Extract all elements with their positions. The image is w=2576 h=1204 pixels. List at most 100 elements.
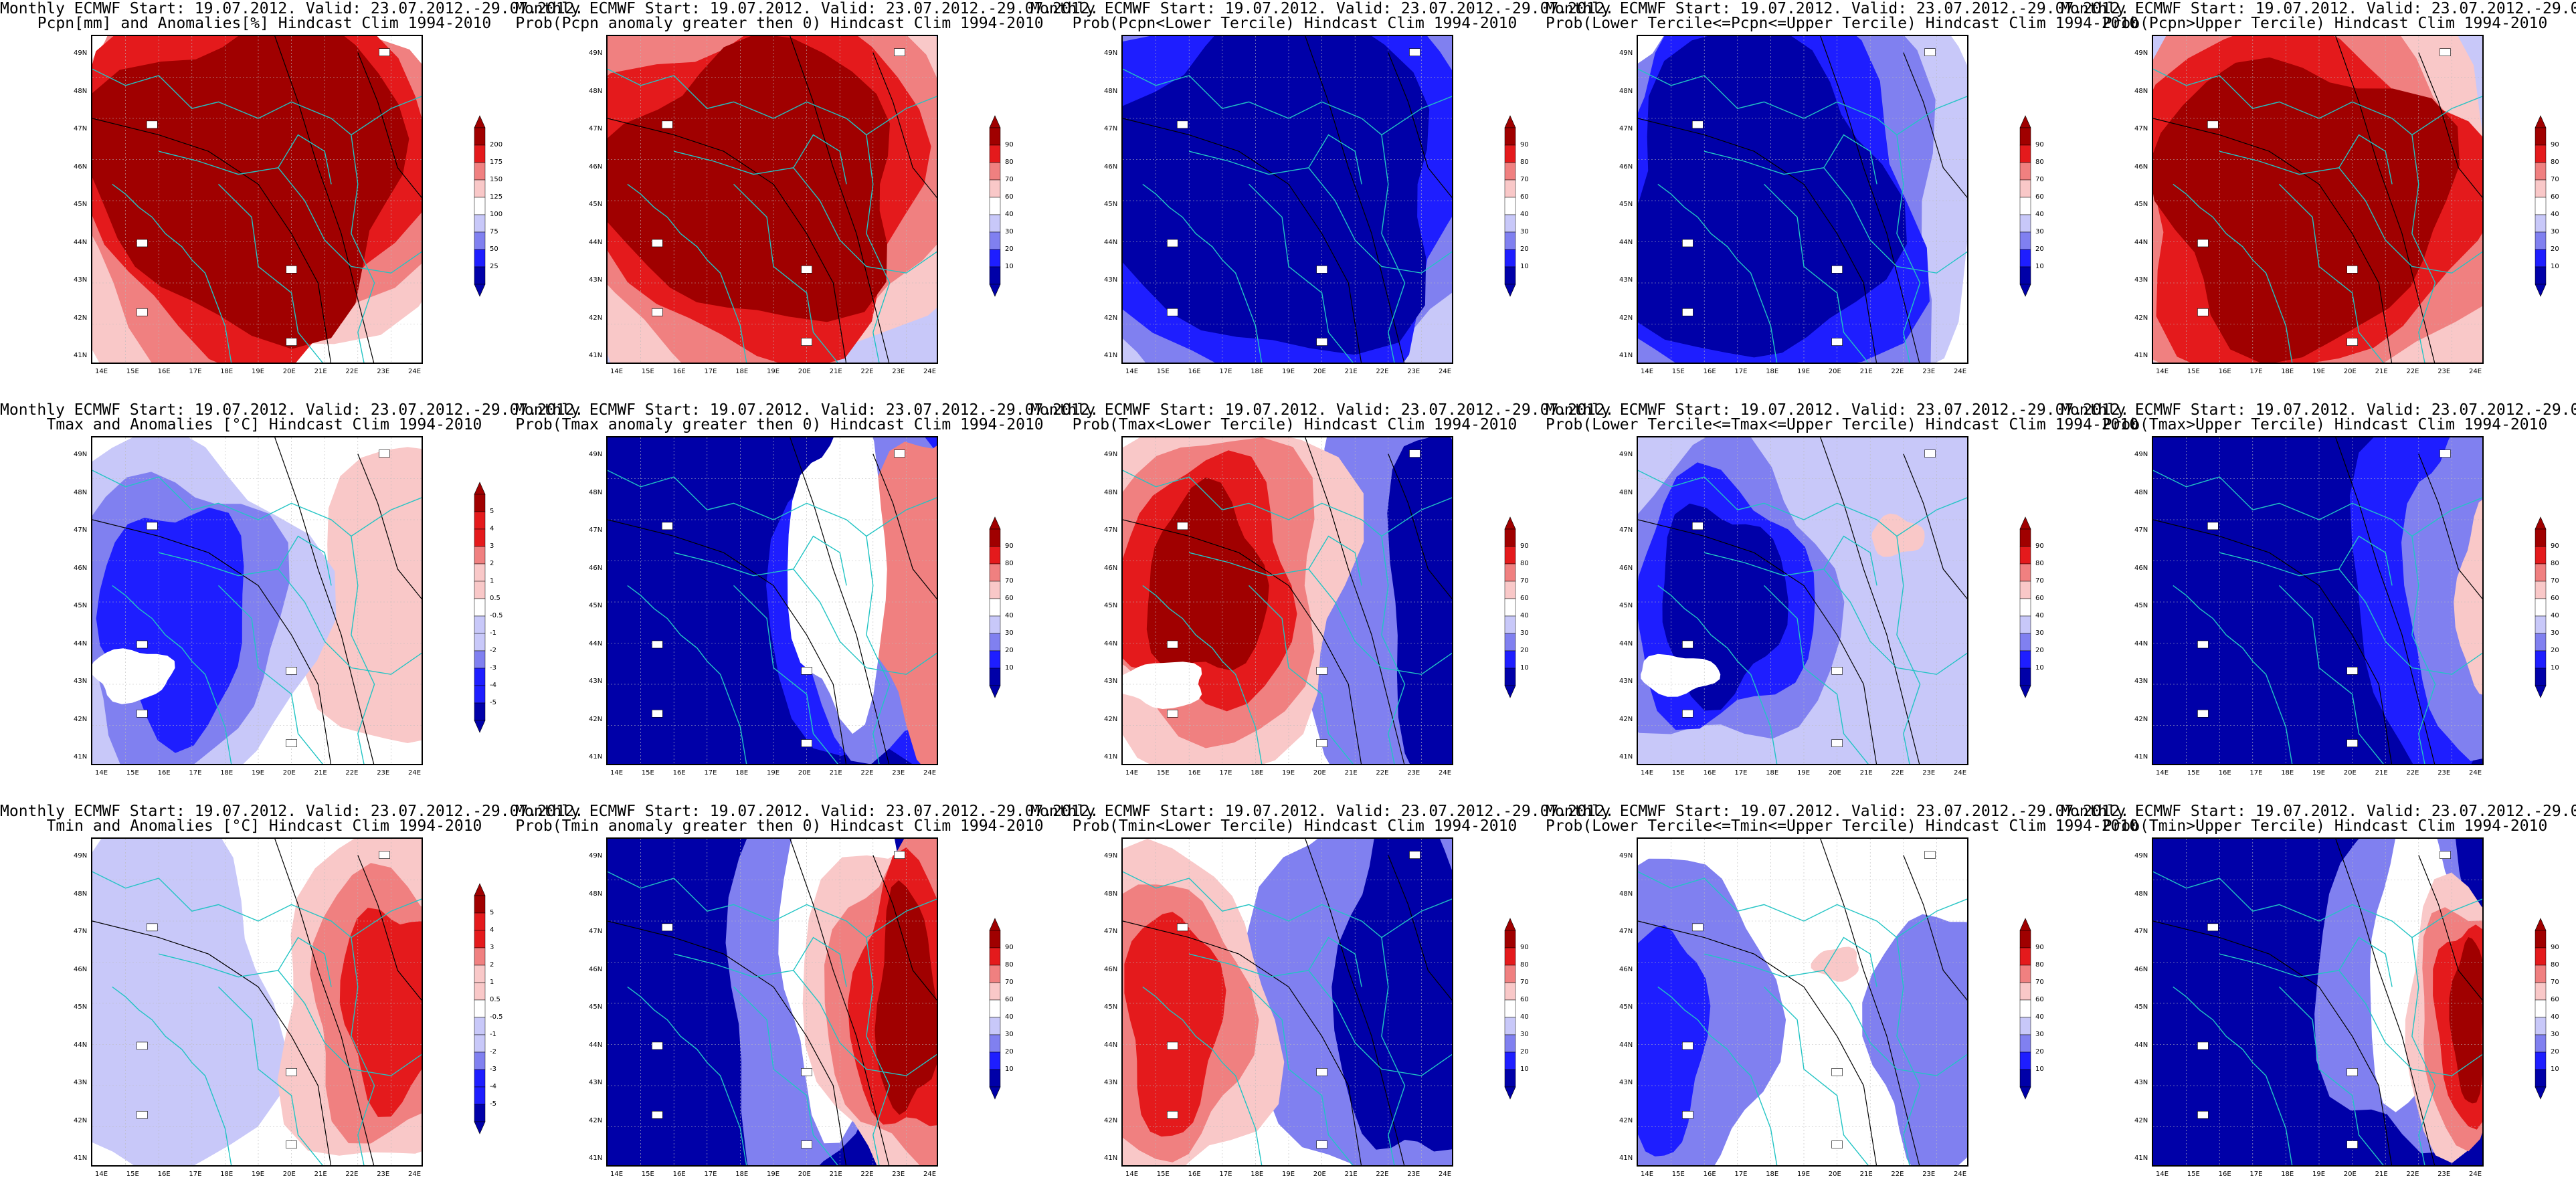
colorbar-tick-label: 60 [2551,595,2559,602]
lon-tick-label: 14E [610,1171,624,1178]
coastline [2219,552,2482,675]
coastline [674,150,937,274]
field-shade-3 [339,908,422,1117]
colorbar-tick-label: 30 [1005,228,1014,235]
colorbar-tick-label: -1 [490,1031,496,1038]
coastline [1704,150,1967,274]
lat-tick-label: 46N [74,965,88,973]
lat-tick-label: 42N [74,715,88,723]
colorbar-top-arrow [474,482,486,495]
lat-tick-label: 47N [1104,125,1118,132]
colorbar-segment [474,1051,486,1070]
lon-tick-label: 20E [1828,368,1841,375]
contour-label-box [1831,1068,1843,1076]
colorbar-tick-label: -4 [490,682,496,689]
lon-tick-label: 20E [1828,769,1841,777]
contour-line [872,454,937,599]
colorbar-tick-label: 4 [490,525,494,532]
contour-label-box [1691,923,1704,932]
lat-tick-label: 48N [2134,488,2148,496]
lon-tick-label: 21E [1859,368,1873,375]
lat-tick-label: 42N [1104,1116,1118,1124]
colorbar-segment [1504,999,1516,1018]
contour-label-box [2207,923,2219,932]
coastline [627,183,747,363]
colorbar-tick-label: 5 [490,508,494,515]
lon-tick-label: 14E [1641,769,1654,777]
contour-line [608,920,847,1165]
coastline [1308,134,1362,185]
lon-tick-label: 20E [1828,1171,1841,1178]
lon-tick-label: 17E [1734,769,1748,777]
colorbar-tick-label: 90 [2035,944,2044,951]
colorbar-segment [989,982,1001,1001]
lat-tick-label: 43N [1104,1079,1118,1086]
field-shade-3 [788,437,887,734]
colorbar [474,482,486,733]
colorbar-tick-label: 80 [1005,159,1014,166]
colorbar-tick-label: 60 [1520,595,1529,602]
colorbar-segment [474,965,486,983]
contour-label-box [1924,851,1936,859]
lat-tick-label: 43N [1619,1079,1633,1086]
colorbar-tick-label: 70 [1005,979,1014,986]
colorbar-tick-label: 10 [1005,664,1014,672]
lat-tick-label: 46N [1104,564,1118,572]
contour-label-box [2197,1041,2209,1050]
colorbar-bottom-arrow [2535,284,2547,297]
colorbar-tick-label: 20 [2035,647,2044,654]
lat-tick-label: 44N [589,639,603,647]
colorbar-segment [1504,231,1516,250]
colorbar-tick-label: 80 [1520,560,1529,567]
lat-tick-label: 45N [589,602,603,609]
contour-label-box [1176,923,1188,932]
contour-label-box [801,1140,812,1148]
lat-tick-label: 47N [1619,526,1633,534]
colorbar-segment [474,214,486,233]
contour-label-box [1409,851,1420,859]
colorbar-tick-label: 90 [1005,141,1014,148]
colorbar-tick-label: 70 [2035,176,2044,183]
contour-label-box [1167,1041,1178,1050]
lat-tick-label: 47N [1104,526,1118,534]
contour-label-box [2347,739,2358,747]
colorbar-segment [2535,162,2547,181]
colorbar-segment [2535,633,2547,651]
contour-label-box [1316,739,1327,747]
lat-tick-label: 45N [2134,602,2148,609]
colorbar-segment [1504,197,1516,215]
lon-tick-label: 17E [1734,1171,1748,1178]
lon-tick-label: 24E [2469,368,2482,375]
contour-label-box [1682,239,1693,247]
colorbar-tick-label: 70 [2035,577,2044,585]
lon-tick-label: 14E [2156,1171,2169,1178]
coastline [278,134,332,185]
lat-tick-label: 43N [2134,1079,2148,1086]
lon-tick-label: 23E [2437,769,2451,777]
colorbar-tick-label: 3 [490,542,494,550]
contour-label-box [2440,851,2451,859]
contour-label-box [2440,48,2451,56]
map-field-svg [92,36,422,363]
colorbar-segment [2019,249,2031,268]
lon-tick-label: 20E [798,368,811,375]
contour-label-box [661,522,673,530]
colorbar-segment [474,1034,486,1053]
colorbar-segment [2535,930,2547,948]
contour-label-box [136,640,148,649]
forecast-map [1121,35,1453,364]
field-shade-5 [1641,654,1721,697]
colorbar-tick-label: 90 [2035,542,2044,550]
contour-label-box [1682,1041,1693,1050]
colorbar-tick-label: 60 [2551,193,2559,201]
lon-tick-label: 22E [345,769,359,777]
lon-tick-label: 20E [798,769,811,777]
colorbar-top-arrow [989,516,1001,530]
lon-tick-label: 15E [1156,368,1170,375]
contour-label-box [2347,338,2358,346]
coastline [92,871,422,938]
colorbar-segment [474,668,486,686]
lat-tick-label: 46N [589,965,603,973]
coastline [733,183,838,363]
lon-tick-label: 15E [641,368,654,375]
